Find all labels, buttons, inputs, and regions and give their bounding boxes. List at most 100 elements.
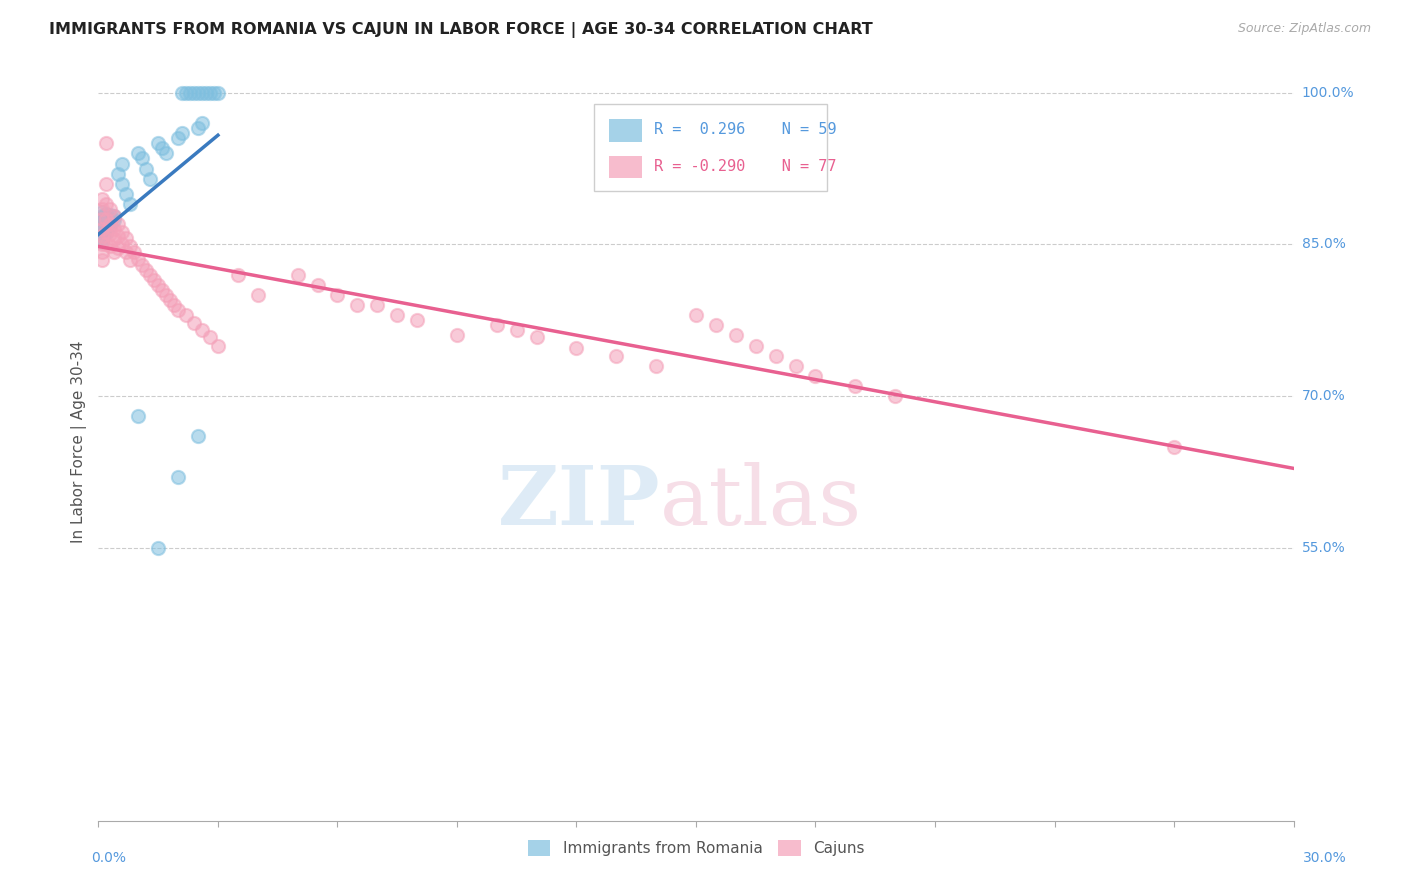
Point	[115, 186, 138, 201]
Point	[884, 389, 907, 403]
Point	[98, 202, 122, 216]
Point	[111, 177, 134, 191]
Point	[96, 213, 118, 227]
Point	[91, 252, 114, 267]
Text: IMMIGRANTS FROM ROMANIA VS CAJUN IN LABOR FORCE | AGE 30-34 CORRELATION CHART: IMMIGRANTS FROM ROMANIA VS CAJUN IN LABO…	[49, 22, 873, 38]
Point	[172, 126, 194, 140]
Point	[103, 209, 125, 223]
Point	[96, 207, 118, 221]
Text: 100.0%: 100.0%	[1302, 86, 1354, 100]
Point	[91, 232, 114, 246]
Point	[155, 146, 177, 161]
Point	[91, 211, 114, 226]
Point	[91, 229, 114, 244]
Point	[785, 359, 807, 373]
Point	[246, 288, 269, 302]
Point	[111, 156, 134, 170]
Point	[103, 245, 125, 260]
Text: Source: ZipAtlas.com: Source: ZipAtlas.com	[1237, 22, 1371, 36]
Point	[163, 298, 186, 312]
Point	[127, 409, 149, 424]
Point	[96, 227, 118, 241]
Point	[124, 245, 146, 260]
Point	[1163, 440, 1185, 454]
Point	[446, 328, 468, 343]
Point	[187, 121, 209, 136]
Point	[98, 227, 122, 242]
Y-axis label: In Labor Force | Age 30-34: In Labor Force | Age 30-34	[72, 340, 87, 543]
Point	[135, 161, 157, 176]
Point	[346, 298, 368, 312]
Point	[96, 217, 118, 231]
Point	[506, 323, 529, 337]
Point	[91, 192, 114, 206]
Point	[148, 277, 170, 292]
Point	[155, 288, 177, 302]
Point	[96, 177, 118, 191]
Point	[745, 338, 768, 352]
Point	[179, 86, 201, 100]
Point	[704, 318, 727, 333]
Point	[91, 235, 114, 250]
Point	[131, 152, 153, 166]
Text: R =  0.296    N = 59: R = 0.296 N = 59	[654, 122, 837, 137]
Point	[139, 171, 162, 186]
Point	[98, 212, 122, 227]
Point	[96, 220, 118, 235]
Point	[103, 213, 125, 227]
Point	[98, 215, 122, 229]
Point	[174, 308, 197, 322]
Point	[96, 212, 118, 227]
Point	[91, 221, 114, 235]
Point	[91, 237, 114, 252]
Point	[91, 209, 114, 223]
Point	[326, 288, 349, 302]
Text: 0.0%: 0.0%	[91, 851, 127, 865]
Point	[91, 222, 114, 236]
Point	[804, 368, 827, 383]
Point	[406, 313, 429, 327]
Point	[143, 273, 166, 287]
Text: 85.0%: 85.0%	[1302, 237, 1346, 252]
Point	[91, 202, 114, 216]
Point	[91, 229, 114, 244]
Point	[91, 216, 114, 230]
Point	[207, 338, 229, 352]
Point	[150, 283, 173, 297]
Point	[202, 86, 225, 100]
Point	[159, 293, 181, 307]
Point	[366, 298, 388, 312]
Point	[103, 222, 125, 236]
Point	[111, 237, 134, 252]
Point	[167, 303, 190, 318]
Point	[91, 205, 114, 219]
Bar	[609, 156, 643, 178]
Point	[198, 330, 221, 344]
Text: ZIP: ZIP	[498, 462, 661, 542]
Point	[226, 268, 249, 282]
Bar	[609, 120, 643, 142]
Point	[526, 330, 548, 344]
Point	[115, 231, 138, 245]
Point	[174, 86, 197, 100]
Point	[91, 224, 114, 238]
Point	[183, 316, 205, 330]
Point	[172, 86, 194, 100]
Point	[605, 349, 627, 363]
Point	[96, 225, 118, 239]
Point	[127, 252, 149, 266]
Point	[187, 429, 209, 443]
Text: atlas: atlas	[661, 462, 862, 542]
Point	[91, 225, 114, 239]
Point	[96, 136, 118, 151]
Point	[207, 86, 229, 100]
Point	[91, 212, 114, 227]
Point	[98, 217, 122, 231]
Point	[98, 219, 122, 234]
Point	[724, 328, 747, 343]
Point	[565, 341, 588, 355]
Point	[195, 86, 218, 100]
Point	[307, 277, 329, 292]
Point	[120, 252, 142, 267]
Point	[187, 86, 209, 100]
